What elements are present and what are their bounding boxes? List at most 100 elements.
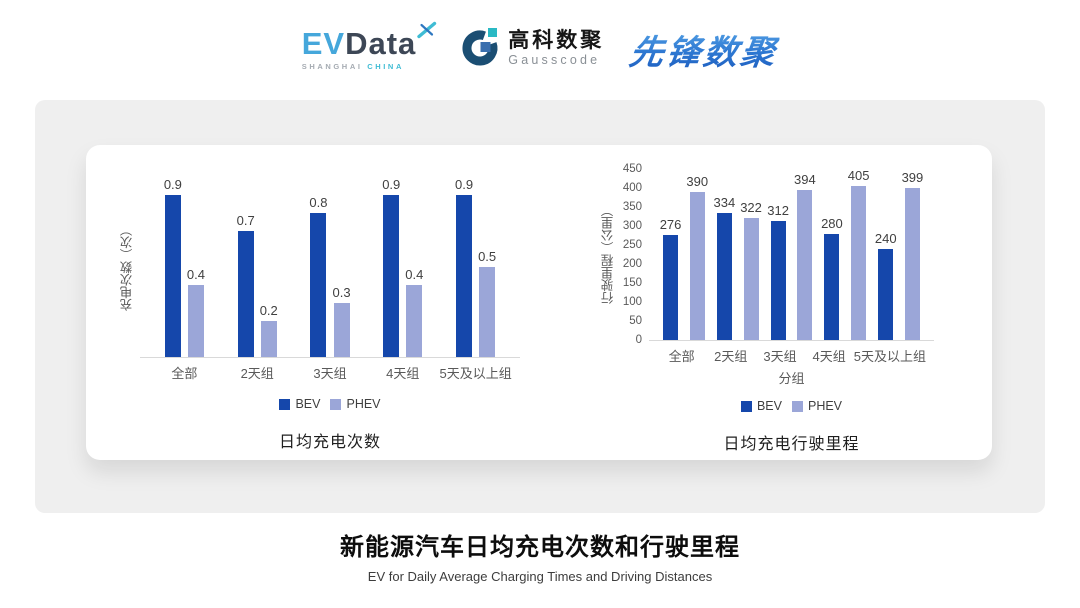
y-tick-label: 400 [622, 181, 642, 194]
bar-wrap: 0.9 [382, 177, 400, 357]
bar-bev [716, 213, 732, 340]
legend-swatch [791, 400, 803, 412]
bar-phev [260, 321, 277, 357]
chart-title: 日均充电行驶里程 [723, 436, 860, 453]
bar-value-label: 0.5 [478, 249, 497, 265]
bar-value-label: 0.3 [332, 285, 351, 301]
bar-group: 240 399 [872, 170, 926, 340]
legend-swatch [740, 400, 752, 412]
legend-swatch [279, 398, 291, 410]
y-tick-label: 450 [622, 162, 642, 175]
plot-column: 276 390 334 322 312 394 280 405 240 399 全部 2天组 3天组 4… [649, 168, 934, 387]
chart-body: 充电次数（次） 0.9 0.4 0.7 0.2 0.8 0.3 0.9 0.4 0.9 0.5 全… [114, 177, 520, 382]
bar-wrap: 312 [767, 203, 789, 340]
x-category-label: 2天组 [240, 366, 274, 381]
bar-value-label: 0.4 [186, 267, 205, 283]
bar-wrap: 0.2 [260, 303, 278, 357]
legend-swatch [330, 398, 342, 410]
bar-wrap: 0.5 [478, 249, 496, 357]
bar-phev [904, 188, 920, 340]
evdata-wordmark: EV Data [302, 21, 437, 61]
bar-bev [663, 235, 679, 340]
y-axis-label: 行驶里程（公里） [601, 204, 616, 305]
y-tick-label: 250 [622, 238, 642, 251]
bar-value-label: 240 [874, 231, 897, 247]
bar-bev [383, 195, 400, 357]
page-title: 新能源汽车日均充电次数和行驶里程 [340, 534, 740, 561]
bar-phev [689, 192, 705, 340]
sparkle-star-icon [417, 21, 437, 43]
bar-bev [878, 249, 894, 340]
bar-phev [333, 303, 350, 357]
evdata-tagline-shanghai: SHANGHAI [301, 61, 363, 71]
y-tick-label: 300 [622, 219, 642, 232]
bar-phev [797, 190, 813, 340]
x-category-label: 2天组 [714, 349, 748, 364]
evdata-data-text: Data [345, 25, 417, 61]
legend-item-phev: PHEV [330, 397, 381, 411]
bar-value-label: 399 [901, 170, 924, 186]
bar-wrap: 0.9 [455, 177, 473, 357]
y-tick-label: 0 [635, 333, 642, 346]
plot-column: 0.9 0.4 0.7 0.2 0.8 0.3 0.9 0.4 0.9 0.5 全部 2天组 3天组 4… [140, 177, 520, 382]
bar-value-label: 276 [659, 217, 682, 233]
bar-bev [310, 213, 327, 357]
bar-wrap: 0.7 [237, 213, 255, 357]
bar-group: 0.9 0.4 [366, 177, 439, 357]
bar-wrap: 405 [847, 168, 870, 340]
gausscode-logo: 高科数聚 Gausscode [460, 25, 604, 74]
bar-wrap: 280 [821, 216, 843, 340]
x-axis-title: 分组 [778, 371, 805, 386]
gausscode-text: 高科数聚 Gausscode [508, 30, 604, 67]
gausscode-name-cn: 高科数聚 [508, 29, 605, 53]
bar-bev [237, 231, 254, 357]
bar-group: 0.9 0.4 [148, 177, 221, 357]
legend-label: PHEV [346, 397, 381, 411]
bar-value-label: 0.4 [405, 267, 424, 283]
legend-item-bev: BEV [279, 397, 320, 411]
y-tick-label: 150 [622, 276, 642, 289]
bar-group: 334 322 [711, 195, 765, 340]
x-category-label: 全部 [171, 366, 198, 381]
bar-value-label: 0.7 [236, 213, 255, 229]
x-category-label: 3天组 [763, 349, 797, 364]
bar-bev [770, 221, 786, 340]
y-tick-label: 50 [629, 314, 642, 327]
bar-wrap: 322 [740, 200, 762, 340]
bar-group: 0.8 0.3 [294, 195, 367, 357]
bar-wrap: 0.3 [332, 285, 351, 357]
bar-wrap: 276 [659, 217, 682, 340]
bar-value-label: 405 [847, 168, 870, 184]
bar-phev [851, 186, 867, 340]
charts-card: 充电次数（次） 0.9 0.4 0.7 0.2 0.8 0.3 0.9 0.4 0.9 0.5 全… [86, 145, 992, 460]
bar-value-label: 0.2 [259, 303, 278, 319]
bar-value-label: 280 [821, 216, 843, 232]
evdata-tagline: SHANGHAI CHINA [302, 62, 404, 71]
legend-label: BEV [756, 399, 782, 413]
bar-wrap: 0.8 [309, 195, 327, 357]
y-tick-label: 100 [622, 295, 642, 308]
chart-title: 日均充电次数 [278, 434, 381, 451]
y-tick-label: 350 [622, 200, 642, 213]
bar-wrap: 0.4 [187, 267, 205, 357]
header: EV Data SHANGHAI CHINA [0, 16, 1080, 82]
bar-wrap: 399 [901, 170, 924, 340]
bar-phev [479, 267, 496, 357]
bar-phev [406, 285, 423, 357]
x-category-label: 全部 [668, 349, 695, 364]
plot-area: 0.9 0.4 0.7 0.2 0.8 0.3 0.9 0.4 0.9 0.5 [140, 177, 520, 358]
evdata-logo: EV Data SHANGHAI CHINA [302, 21, 437, 71]
bar-group: 0.7 0.2 [221, 213, 294, 357]
bar-value-label: 322 [740, 200, 762, 216]
bar-value-label: 390 [686, 174, 709, 190]
bar-bev [824, 234, 840, 340]
chart-body: 行驶里程（公里） 0 50 100 150 200 250 300 350 400 450 276… [595, 163, 934, 387]
x-axis-labels: 全部 2天组 3天组 4天组 5天及以上组 [649, 346, 934, 365]
bar-wrap: 240 [875, 231, 897, 340]
x-category-label: 4天组 [812, 349, 846, 364]
y-tick-label: 200 [622, 257, 642, 270]
bar-value-label: 0.9 [382, 177, 401, 193]
legend-label: PHEV [807, 399, 843, 413]
evdata-tagline-china: CHINA [367, 61, 404, 71]
